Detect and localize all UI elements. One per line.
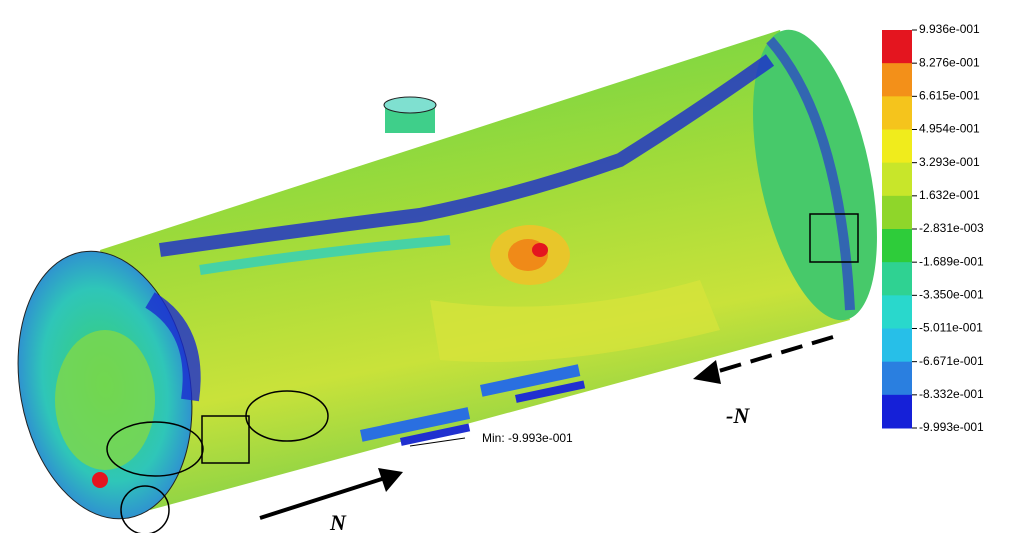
legend-label: -5.011e-001 xyxy=(919,321,983,335)
legend-label: -2.831e-003 xyxy=(919,221,984,235)
min-label: Min: -9.993e-001 xyxy=(482,431,573,445)
legend-band xyxy=(882,262,912,296)
legend-label: 4.954e-001 xyxy=(919,122,980,136)
legend-label: 8.276e-001 xyxy=(919,55,980,69)
legend-band xyxy=(882,63,912,97)
vessel xyxy=(0,19,900,533)
legend-label: 9.936e-001 xyxy=(919,22,980,36)
legend-label: -1.689e-001 xyxy=(919,254,984,268)
legend-band xyxy=(882,196,912,230)
legend-band xyxy=(882,163,912,197)
color-legend: 9.936e-001 8.276e-001 6.615e-001 4.954e-001… xyxy=(882,22,984,434)
reverse-force-label: -N xyxy=(726,403,750,428)
legend-label: -8.332e-001 xyxy=(919,387,984,401)
legend-band xyxy=(882,362,912,396)
legend-band xyxy=(882,30,912,64)
legend-band xyxy=(882,130,912,164)
page: Min: -9.993e-001 N -N 9.936e-001 8.276e-0… xyxy=(0,0,1012,533)
legend-label: 6.615e-001 xyxy=(919,89,980,103)
force-label: N xyxy=(329,510,347,533)
legend-label: -9.993e-001 xyxy=(919,420,984,434)
legend-label: -3.350e-001 xyxy=(919,288,984,302)
legend-band xyxy=(882,295,912,329)
legend-band xyxy=(882,329,912,363)
legend-label: 3.293e-001 xyxy=(919,155,980,169)
legend-label: -6.671e-001 xyxy=(919,354,984,368)
legend-label: 1.632e-001 xyxy=(919,188,980,202)
legend-band xyxy=(882,395,912,429)
legend-band xyxy=(882,96,912,130)
fea-scene: Min: -9.993e-001 N -N 9.936e-001 8.276e-0… xyxy=(0,0,1012,533)
legend-band xyxy=(882,229,912,263)
